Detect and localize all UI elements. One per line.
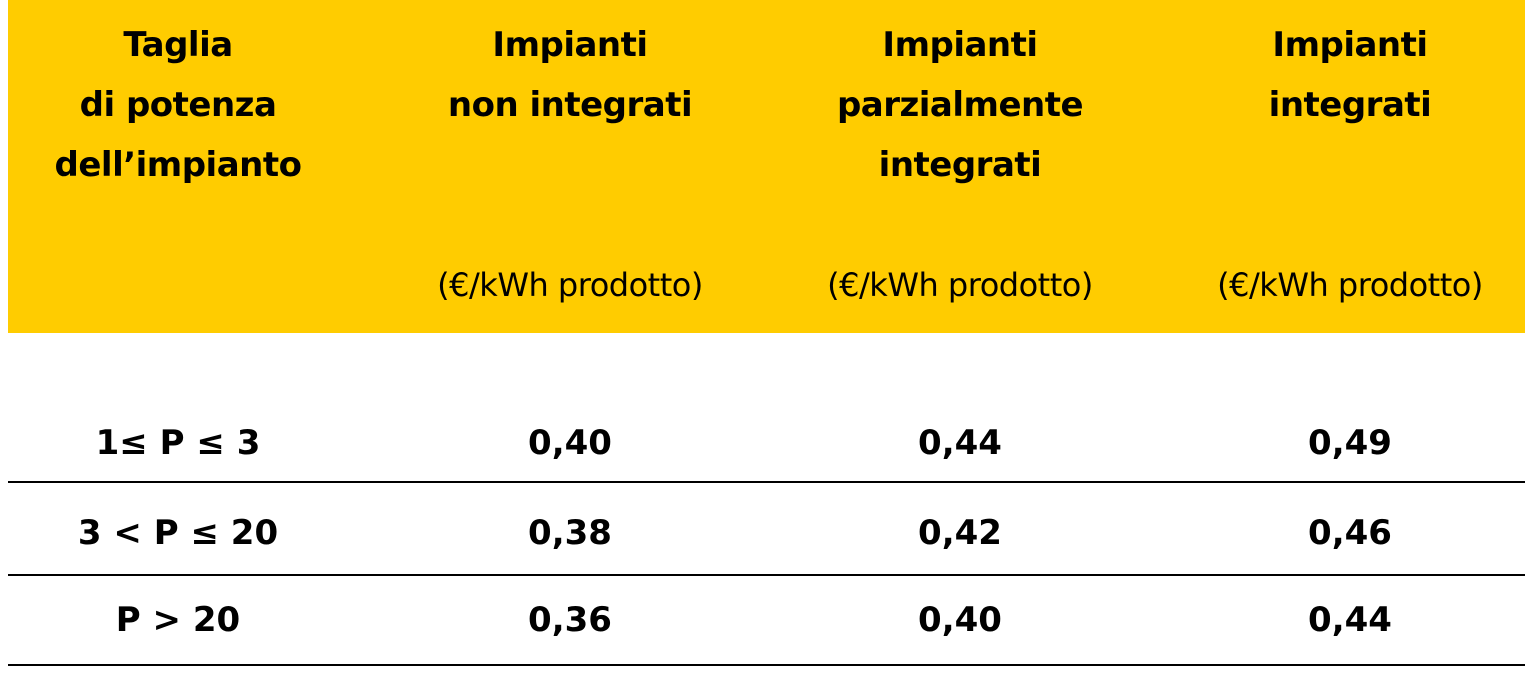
header-background: [8, 0, 1525, 333]
table-cell: 0,36: [528, 600, 612, 640]
row-divider: [8, 574, 1525, 576]
table-cell: 0,40: [528, 423, 612, 463]
table-cell: 0,42: [918, 513, 1002, 553]
row-divider: [8, 481, 1525, 483]
row-divider: [8, 664, 1525, 666]
table-cell: 3 < P ≤ 20: [77, 513, 279, 553]
header-line: integrati: [1268, 85, 1432, 125]
header-line: dell’impianto: [54, 145, 302, 185]
unit-label: (€/kWh prodotto): [827, 266, 1093, 304]
unit-label: (€/kWh prodotto): [1217, 266, 1483, 304]
header-line: non integrati: [447, 85, 693, 125]
unit-label: (€/kWh prodotto): [437, 266, 703, 304]
header-line: Taglia: [123, 25, 233, 65]
table-cell: 0,46: [1308, 513, 1392, 553]
header-line: parzialmente: [836, 85, 1084, 125]
table-cell: 0,49: [1308, 423, 1392, 463]
table-cell: 0,44: [1308, 600, 1392, 640]
header-line: Impianti: [1272, 25, 1428, 65]
table-cell: P > 20: [115, 600, 241, 640]
header-line: Impianti: [882, 25, 1038, 65]
table-cell: 1≤ P ≤ 3: [95, 423, 261, 463]
table-cell: 0,40: [918, 600, 1002, 640]
table-cell: 0,44: [918, 423, 1002, 463]
table-cell: 0,38: [528, 513, 612, 553]
header-line: di potenza: [79, 85, 277, 125]
header-line: integrati: [878, 145, 1042, 185]
header-line: Impianti: [492, 25, 648, 65]
